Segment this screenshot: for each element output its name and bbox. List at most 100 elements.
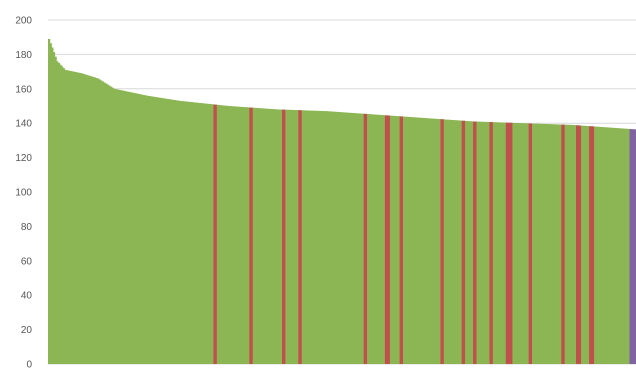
bar [245, 107, 248, 365]
bar [482, 121, 485, 364]
bar [172, 99, 175, 365]
bar [356, 113, 359, 364]
bar [426, 118, 430, 364]
y-axis-tick-labels: 0 20 40 60 80 100 120 140 160 180 200 [15, 16, 32, 369]
bar [85, 74, 88, 365]
bar [619, 128, 622, 364]
bar [88, 75, 92, 365]
bar [310, 110, 314, 364]
bar [498, 122, 502, 364]
bar [330, 111, 333, 364]
bar [523, 123, 526, 365]
bar [423, 118, 426, 364]
bar [173, 100, 176, 364]
highlighted-bar [461, 120, 466, 365]
bar [222, 105, 225, 364]
bar [631, 129, 634, 364]
bar [438, 119, 441, 365]
bar [178, 100, 181, 364]
bar [430, 118, 433, 365]
bar [551, 124, 554, 365]
y-tick-label: 60 [21, 256, 33, 267]
bar [177, 100, 180, 364]
bar [204, 103, 208, 364]
bar [600, 126, 603, 364]
bar [217, 104, 221, 364]
bar [549, 124, 552, 364]
bar [95, 77, 98, 365]
bar [312, 110, 315, 365]
bar [495, 122, 498, 364]
bar [420, 117, 423, 364]
highlighted-bar [509, 122, 513, 364]
bar [446, 119, 449, 365]
bar [64, 69, 67, 364]
y-tick-label: 80 [21, 222, 33, 233]
bar [230, 106, 234, 364]
bar [583, 125, 586, 364]
bar [407, 116, 410, 364]
highlighted-bar [528, 123, 533, 364]
bar [595, 126, 598, 364]
bar [632, 129, 635, 364]
bar [240, 106, 243, 365]
bar [518, 123, 521, 365]
y-tick-label: 120 [15, 153, 32, 164]
bar [134, 93, 137, 364]
bar [307, 110, 310, 365]
bar [141, 94, 144, 364]
bar [132, 92, 136, 364]
bar [314, 110, 317, 364]
bar [515, 122, 518, 364]
bar [622, 128, 626, 364]
y-tick-label: 0 [26, 360, 32, 369]
bar [395, 116, 399, 364]
bar [201, 103, 204, 365]
bar [257, 108, 260, 365]
bar [181, 101, 185, 365]
bar [52, 52, 56, 365]
bar [606, 127, 609, 365]
bar [113, 88, 116, 365]
bar [62, 68, 65, 364]
bar [541, 123, 544, 364]
bar [304, 110, 307, 364]
bar [572, 125, 575, 364]
bar [232, 106, 235, 365]
bar [273, 109, 276, 364]
bar [431, 118, 435, 364]
bar [152, 96, 155, 364]
bar [526, 123, 529, 364]
bar [475, 121, 479, 364]
bar [382, 115, 386, 364]
bar [75, 72, 78, 365]
bar [477, 121, 480, 364]
bar [163, 98, 167, 364]
bar [513, 122, 516, 364]
bar [286, 109, 289, 364]
bar [162, 98, 165, 364]
highlighted-bar [399, 116, 403, 365]
bar [137, 93, 141, 365]
bar [587, 126, 590, 364]
bar [412, 117, 415, 364]
bar [389, 115, 392, 364]
bar [146, 95, 149, 365]
bar [616, 128, 619, 364]
bar [247, 107, 250, 364]
bar [309, 110, 312, 364]
bar [580, 125, 583, 364]
bar [603, 127, 606, 364]
bar [582, 125, 585, 365]
bar [191, 102, 194, 364]
bar [613, 127, 616, 364]
y-tick-label: 40 [21, 291, 33, 302]
bar [565, 124, 568, 364]
y-tick-label: 20 [21, 325, 33, 336]
bar [77, 72, 80, 364]
bar [276, 109, 279, 364]
bar [634, 129, 636, 364]
bar [404, 116, 407, 364]
bar [119, 90, 123, 365]
